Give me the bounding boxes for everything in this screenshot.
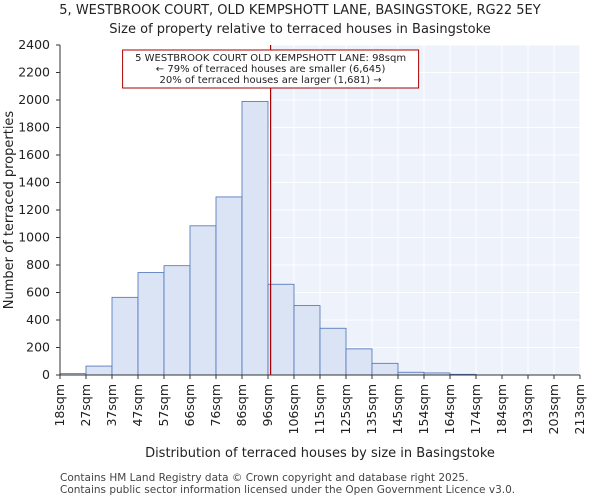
bar	[267, 283, 295, 376]
bar	[163, 265, 191, 376]
x-tick-label: 213sqm	[572, 384, 587, 434]
annotation-line-1: 5 WESTBROOK COURT OLD KEMPSHOTT LANE: 98…	[135, 53, 406, 64]
y-tick-label: 600	[26, 285, 50, 300]
chart-subtitle: Size of property relative to terraced ho…	[109, 22, 490, 37]
annotation-line-3: 20% of terraced houses are larger (1,681…	[160, 75, 382, 86]
bar	[371, 362, 399, 376]
bar	[293, 305, 321, 376]
chart-title: 5, WESTBROOK COURT, OLD KEMPSHOTT LANE, …	[59, 3, 540, 18]
y-tick-label: 0	[42, 367, 50, 382]
x-tick-label: 115sqm	[312, 384, 327, 434]
x-tick-label: 27sqm	[78, 384, 93, 427]
x-tick-label: 106sqm	[286, 384, 301, 434]
y-tick-label: 1400	[18, 175, 50, 190]
y-tick-label: 1200	[18, 202, 50, 217]
y-tick-label: 2200	[18, 65, 50, 80]
bar	[215, 196, 243, 376]
x-tick-label: 203sqm	[546, 384, 561, 434]
x-tick-label: 164sqm	[442, 384, 457, 434]
x-tick-label: 96sqm	[260, 384, 275, 427]
annotation-line-2: ← 79% of terraced houses are smaller (6,…	[156, 64, 386, 75]
x-tick-label: 57sqm	[156, 384, 171, 427]
x-tick-label: 154sqm	[416, 384, 431, 434]
x-tick-label: 37sqm	[104, 384, 119, 427]
y-tick-label: 2400	[18, 37, 50, 52]
chart: 5, WESTBROOK COURT, OLD KEMPSHOTT LANE, …	[2, 3, 587, 461]
bar	[241, 100, 269, 376]
x-tick-label: 76sqm	[208, 384, 223, 427]
y-tick-label: 400	[26, 312, 50, 327]
annotation-box	[122, 49, 420, 89]
x-axis-label: Distribution of terraced houses by size …	[145, 446, 495, 461]
bar	[111, 296, 139, 376]
x-tick-label: 125sqm	[338, 384, 353, 434]
y-tick-label: 2000	[18, 92, 50, 107]
y-axis-label: Number of terraced properties	[2, 111, 17, 310]
footer-line-2: Contains public sector information licen…	[60, 484, 516, 496]
bar	[137, 272, 165, 376]
y-tick-label: 800	[26, 257, 50, 272]
x-tick-label: 193sqm	[520, 384, 535, 434]
x-tick-label: 47sqm	[130, 384, 145, 427]
bar	[189, 225, 217, 376]
x-tick-label: 174sqm	[468, 384, 483, 434]
bar	[319, 327, 347, 376]
bar	[85, 365, 113, 376]
x-tick-label: 145sqm	[390, 384, 405, 434]
x-tick-label: 135sqm	[364, 384, 379, 434]
y-tick-label: 1600	[18, 147, 50, 162]
y-tick-label: 200	[26, 340, 50, 355]
x-tick-label: 86sqm	[234, 384, 249, 427]
y-tick-label: 1800	[18, 120, 50, 135]
bar	[345, 348, 373, 376]
y-tick-label: 1000	[18, 230, 50, 245]
x-tick-label: 66sqm	[182, 384, 197, 427]
footer-line-1: Contains HM Land Registry data © Crown c…	[60, 472, 469, 484]
x-tick-label: 184sqm	[494, 384, 509, 434]
x-tick-label: 18sqm	[52, 384, 67, 427]
